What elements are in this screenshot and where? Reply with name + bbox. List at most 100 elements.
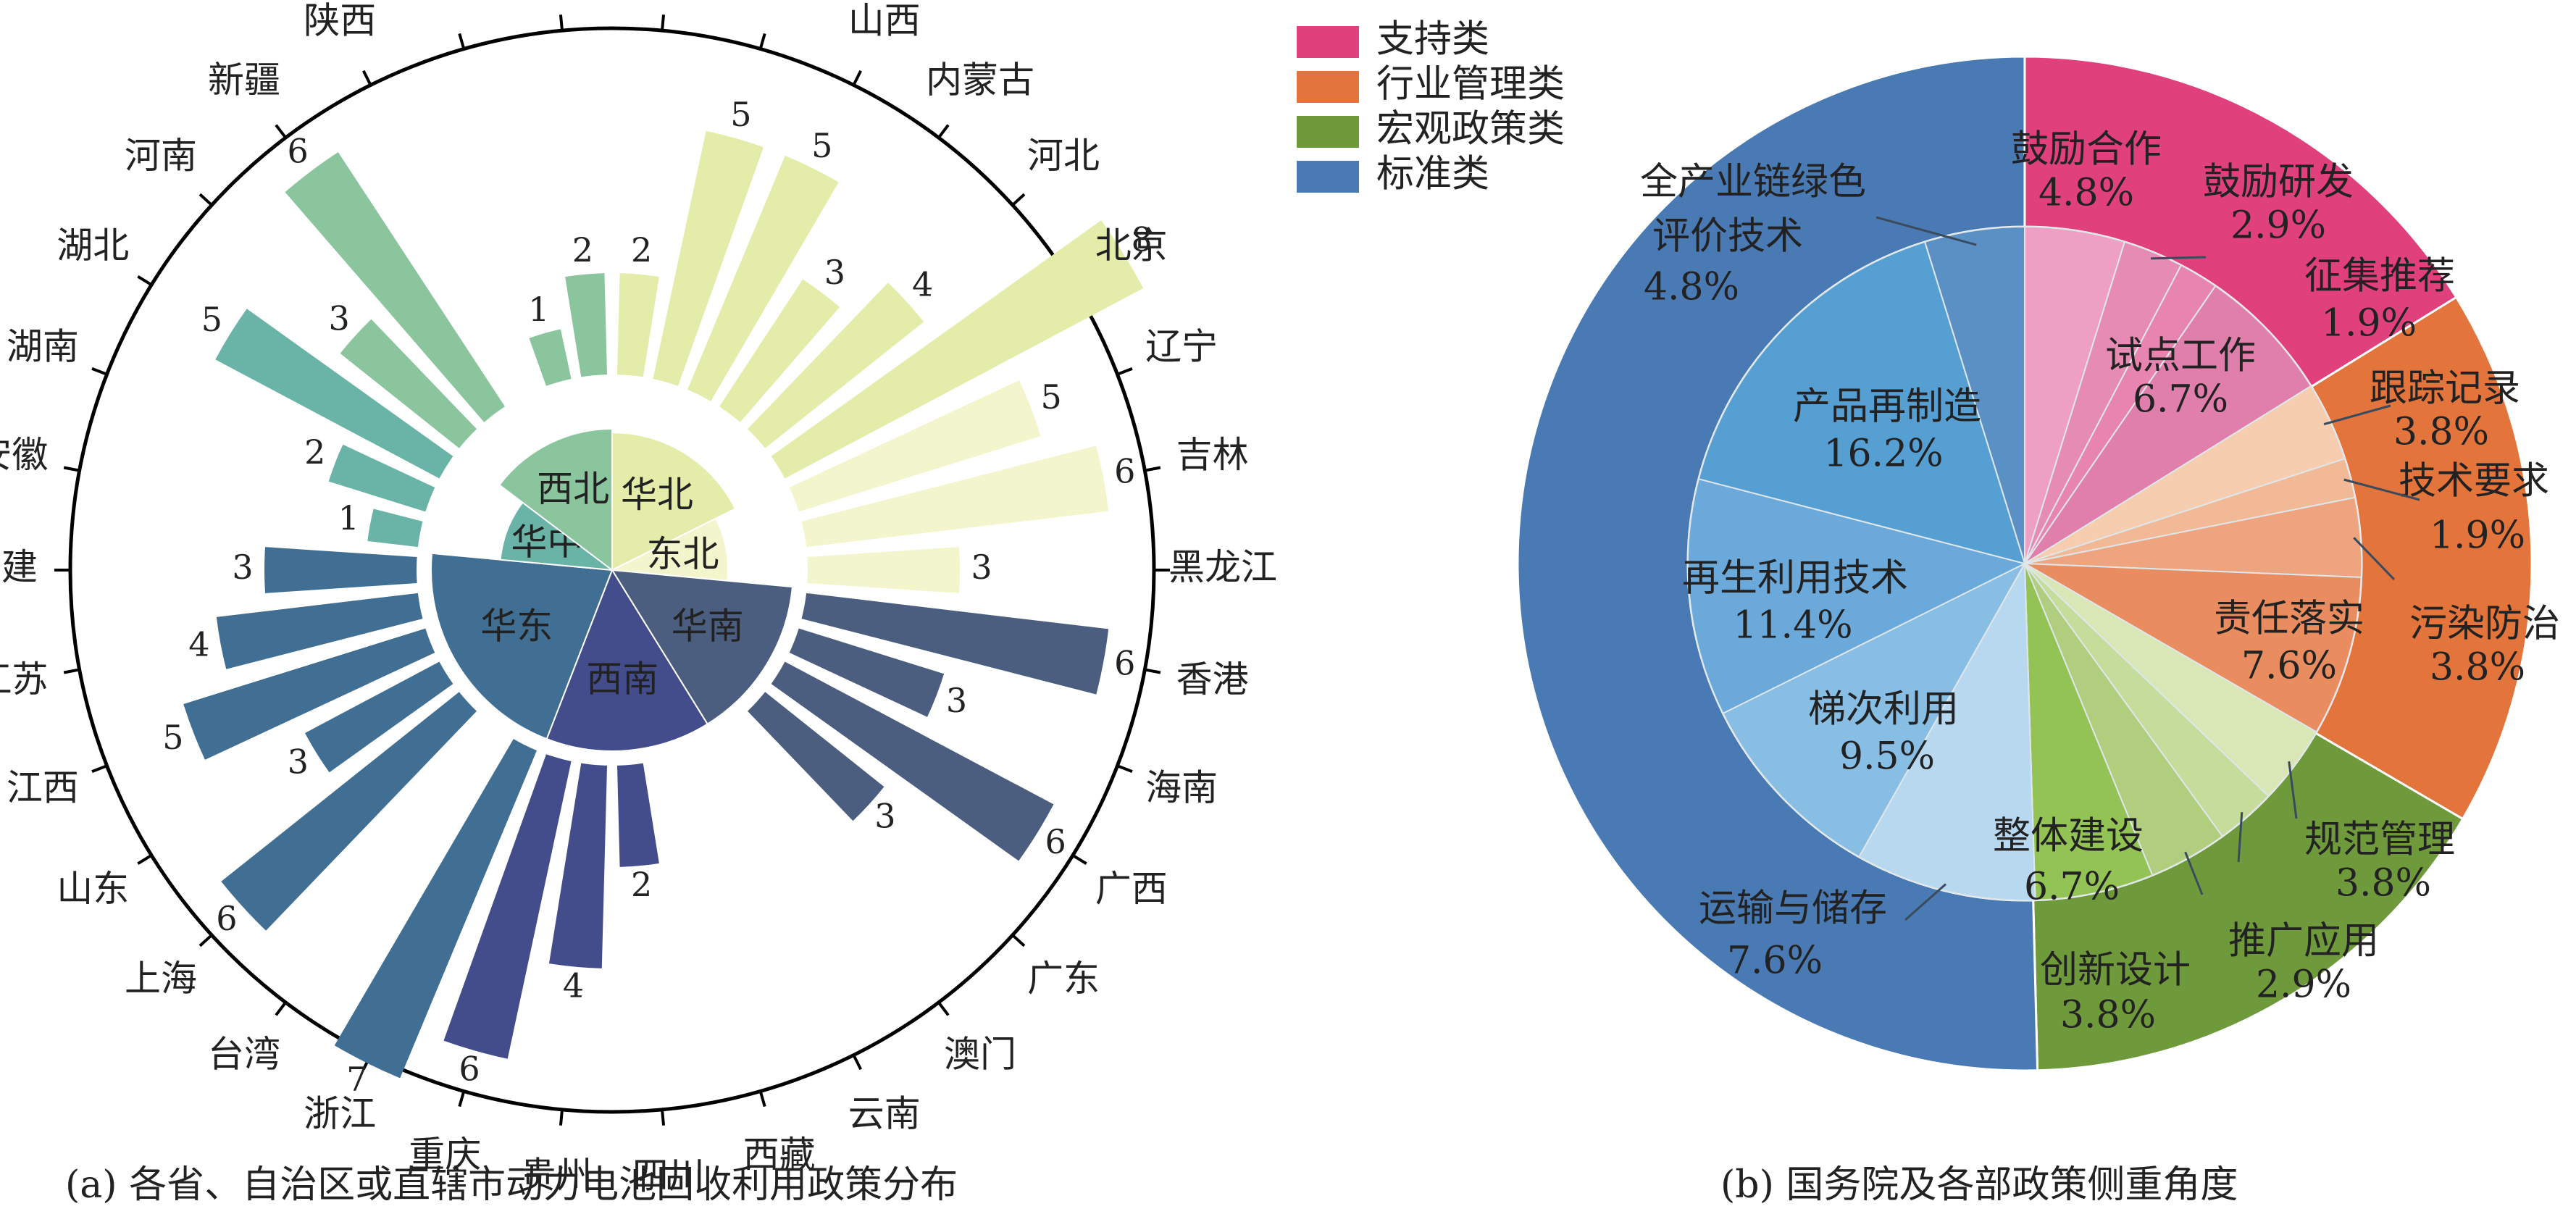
ring-tick	[458, 33, 466, 50]
segment-label-鼓励合作: 鼓励合作	[2011, 128, 2162, 172]
province-label-山东: 山东	[57, 868, 129, 910]
ring-tick	[661, 14, 666, 31]
segment-pct-跟踪记录: 3.8%	[2393, 411, 2489, 454]
ring-tick	[1116, 367, 1133, 376]
ring-tick	[198, 934, 213, 947]
segment-pct-征集推荐: 1.9%	[2321, 302, 2417, 346]
segment-label-推广应用: 推广应用	[2228, 920, 2379, 963]
value-label-天津: 5	[730, 95, 751, 134]
value-label-内蒙古: 3	[824, 253, 845, 292]
province-label-广西: 广西	[1095, 868, 1168, 910]
segment-label-技术要求: 技术要求	[2399, 460, 2549, 503]
segment-label-梯次利用: 梯次利用	[1808, 688, 1959, 732]
region-wedge-西南	[545, 568, 708, 752]
ring-tick	[1071, 854, 1087, 866]
bar-山东	[305, 661, 453, 773]
bar-香港	[801, 593, 1109, 695]
value-label-贵州: 4	[563, 966, 584, 1005]
bar-河南	[340, 319, 477, 448]
ring-tick	[275, 124, 287, 139]
value-label-湖南: 2	[304, 432, 325, 472]
province-label-江西: 江西	[7, 767, 79, 809]
bar-广东	[747, 692, 885, 821]
ring-tick	[937, 124, 950, 139]
bar-黑龙江	[807, 547, 960, 593]
ring-tick	[852, 70, 863, 86]
legend-swatch-行业管理类	[1297, 71, 1359, 103]
ring-tick	[63, 466, 80, 472]
leader-line-鼓励研发	[2151, 256, 2207, 260]
value-label-黑龙江: 3	[971, 548, 992, 587]
bar-海南	[789, 628, 945, 717]
segment-label-再生利用技术: 再生利用技术	[1682, 557, 1908, 600]
leader-line	[1875, 216, 1977, 246]
region-label-华北: 华北	[621, 474, 693, 516]
inner-segment-责任落实	[2024, 563, 2362, 733]
province-label-湖南: 湖南	[7, 325, 79, 367]
value-label-海南: 3	[946, 681, 967, 720]
region-wedge-华北	[611, 431, 737, 572]
ring-tick	[937, 1001, 950, 1016]
value-label-辽宁: 5	[1040, 377, 1061, 417]
legend-label-支持类: 支持类	[1376, 18, 1489, 62]
value-label-广东: 3	[874, 797, 895, 836]
segment-pct-鼓励研发: 2.9%	[2230, 204, 2326, 248]
value-label-吉林: 6	[1114, 452, 1135, 491]
bar-贵州	[548, 763, 608, 968]
inner-segment-试点工作	[2024, 285, 2312, 564]
province-label-福建: 福建	[0, 546, 38, 588]
value-label-江苏: 4	[188, 625, 209, 664]
bar-重庆	[443, 754, 572, 1059]
bar-天津	[653, 130, 764, 386]
ring-tick	[1011, 193, 1026, 206]
legend-swatch-标准类	[1297, 161, 1359, 193]
province-label-陕西: 陕西	[304, 0, 376, 41]
value-label-新疆: 6	[287, 131, 308, 170]
bar-新疆	[285, 151, 505, 422]
province-label-内蒙古: 内蒙古	[926, 59, 1034, 101]
legend-label-宏观政策类: 宏观政策类	[1376, 108, 1565, 151]
segment-pct-创新设计: 3.8%	[2060, 994, 2156, 1037]
legend-swatch-支持类	[1297, 26, 1359, 58]
segment-label-产品再制造: 产品再制造	[1793, 385, 1981, 429]
value-label-浙江: 7	[346, 1060, 367, 1099]
region-wedge-东北	[609, 517, 729, 582]
ring-tick	[361, 70, 372, 86]
value-label-北京: 8	[1132, 219, 1153, 259]
region-wedge-华东	[430, 552, 614, 740]
leader-line-跟踪记录	[2323, 404, 2391, 426]
bar-湖南	[328, 444, 435, 512]
segment-pct-污染防治: 3.8%	[2430, 646, 2525, 690]
region-label-西北: 西北	[537, 468, 609, 510]
region-wedge-华中	[499, 501, 615, 572]
bar-江西	[183, 628, 435, 760]
value-label-香港: 6	[1114, 643, 1135, 682]
segment-label-运输与储存: 运输与储存	[1699, 887, 1887, 931]
value-label-广西: 6	[1045, 822, 1066, 861]
ring-tick	[758, 33, 766, 50]
chart-a-caption: (a) 各省、自治区或直辖市动力电池回收利用政策分布	[65, 1163, 958, 1207]
segment-label-征集推荐: 征集推荐	[2304, 255, 2455, 298]
province-label-辽宁: 辽宁	[1145, 325, 1218, 367]
bar-辽宁	[789, 380, 1041, 512]
ring-tick	[559, 1109, 564, 1126]
legend-label-行业管理类: 行业管理类	[1376, 63, 1565, 106]
ring-tick	[63, 668, 80, 674]
region-label-东北: 东北	[647, 533, 719, 575]
value-label-甘肃: 2	[631, 230, 652, 269]
bar-北京	[771, 220, 1144, 479]
segment-label-整体建设: 整体建设	[1993, 815, 2144, 858]
province-label-澳门: 澳门	[944, 1034, 1016, 1076]
value-label-山西: 5	[811, 126, 832, 165]
region-wedge-西北	[498, 427, 613, 572]
bar-湖北	[215, 309, 453, 479]
province-label-安徽: 安徽	[0, 434, 48, 476]
segment-label-责任落实: 责任落实	[2214, 598, 2364, 641]
value-label-山东: 3	[288, 742, 309, 781]
bar-福建	[264, 547, 417, 593]
legend-label-标准类: 标准类	[1376, 153, 1489, 196]
value-label-青海: 1	[528, 290, 549, 329]
province-label-贵州: 贵州	[519, 1154, 592, 1196]
